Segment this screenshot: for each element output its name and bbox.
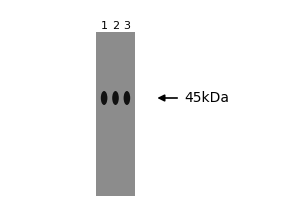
Text: 45kDa: 45kDa — [184, 91, 230, 105]
Ellipse shape — [112, 91, 119, 105]
Text: 2: 2 — [112, 21, 119, 31]
FancyBboxPatch shape — [96, 32, 135, 196]
Text: 1: 1 — [100, 21, 108, 31]
Ellipse shape — [124, 91, 130, 105]
Ellipse shape — [101, 91, 107, 105]
Text: 3: 3 — [123, 21, 130, 31]
